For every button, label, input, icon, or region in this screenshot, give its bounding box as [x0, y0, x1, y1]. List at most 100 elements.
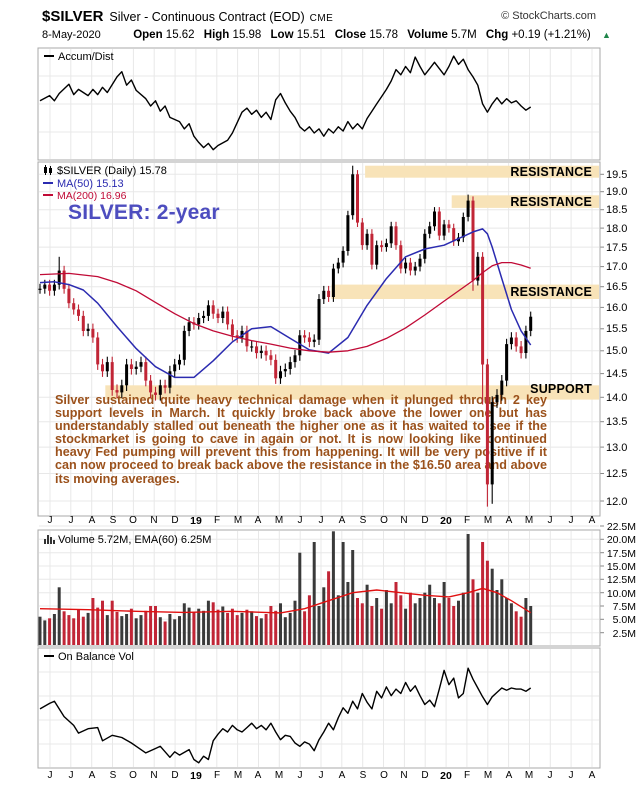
month-label: J [68, 515, 74, 526]
month-label: M [274, 515, 284, 526]
accum-dist-legend: Accum/Dist [44, 51, 114, 63]
exchange-label: CME [309, 13, 334, 24]
price-legend-main: $SILVER (Daily) 15.78 [43, 165, 167, 177]
chart-date: 8-May-2020 [42, 29, 101, 41]
month-label: D [171, 770, 179, 781]
month-label: J [547, 770, 553, 781]
volume-tick-label: 17.5M [606, 548, 636, 560]
month-label: A [254, 515, 262, 526]
month-label: S [109, 770, 117, 781]
month-label: S [359, 515, 367, 526]
month-label: 20 [440, 515, 452, 527]
volume-bars [38, 531, 533, 645]
month-label: J [318, 515, 324, 526]
month-label: M [483, 515, 493, 526]
price-tick-label: 16.5 [606, 281, 628, 293]
volume-ema-line [39, 587, 532, 614]
stockcharts-watermark: © StockCharts.com [501, 10, 596, 22]
price-tick-label: 15.5 [606, 323, 628, 335]
volume-tick-label: 15.0M [606, 561, 636, 573]
stat-open: Open 15.62 [133, 29, 195, 41]
month-label: N [150, 515, 158, 526]
ticker-description: Silver - Continuous Contract (EOD) [109, 10, 305, 24]
obv-legend: On Balance Vol [44, 651, 134, 663]
month-label: A [88, 515, 96, 526]
line-swatch-icon [44, 55, 54, 58]
price-tick-label: 19.0 [606, 186, 628, 198]
price-tick-label: 16.0 [606, 302, 628, 314]
resistance-label-1: RESISTANCE [510, 165, 592, 179]
support-label: SUPPORT [530, 382, 592, 396]
month-label: M [233, 515, 243, 526]
stat-change: Chg +0.19 (+1.21%) [485, 29, 591, 41]
chart-annotation-title: SILVER: 2-year [68, 201, 220, 224]
month-label: J [568, 515, 574, 526]
month-label: F [463, 770, 471, 781]
ma200-line [39, 261, 531, 353]
line-swatch-icon [43, 182, 53, 185]
month-label: O [380, 770, 388, 781]
month-label: M [524, 770, 534, 781]
month-label: J [297, 515, 303, 526]
month-label: M [483, 770, 493, 781]
stat-volume: Volume 5.7M [407, 29, 477, 41]
ticker-symbol: $SILVER [42, 8, 104, 25]
month-label: N [400, 770, 408, 781]
month-label: A [254, 770, 262, 781]
volume-tick-label: 20.0M [606, 534, 636, 546]
price-legend-ma200: MA(200) 16.96 [43, 190, 126, 202]
price-tick-label: 14.5 [606, 368, 628, 380]
month-label: A [338, 515, 346, 526]
month-label: J [47, 770, 53, 781]
month-label: A [505, 770, 513, 781]
month-label: D [171, 515, 179, 526]
price-tick-label: 13.0 [606, 442, 628, 454]
candlestick-icon [44, 165, 52, 175]
line-swatch-icon [44, 655, 54, 658]
price-tick-label: 18.0 [606, 223, 628, 235]
histogram-icon [44, 535, 55, 544]
month-label: 20 [440, 770, 452, 782]
month-label: F [463, 515, 471, 526]
resistance-label-3: RESISTANCE [510, 285, 592, 299]
month-label: A [505, 515, 513, 526]
price-tick-label: 15.0 [606, 345, 628, 357]
month-label: A [338, 770, 346, 781]
change-up-triangle-icon: ▲ [601, 30, 611, 40]
volume-tick-label: 7.5M [612, 601, 636, 613]
volume-tick-label: 12.5M [606, 574, 636, 586]
month-label: J [47, 515, 53, 526]
month-label: D [421, 770, 429, 781]
month-label: A [88, 770, 96, 781]
month-label: M [233, 770, 243, 781]
price-tick-label: 14.0 [606, 392, 628, 404]
month-label: J [568, 770, 574, 781]
month-label: A [588, 770, 596, 781]
month-label: 19 [190, 515, 202, 527]
obv-line [39, 667, 532, 764]
price-tick-label: 13.5 [606, 416, 628, 428]
month-label: S [359, 770, 367, 781]
volume-tick-label: 10.0M [606, 588, 636, 600]
month-label: J [68, 770, 74, 781]
month-label: M [274, 770, 284, 781]
price-tick-label: 19.5 [606, 169, 628, 181]
month-label: A [588, 515, 596, 526]
stat-low: Low 15.51 [270, 29, 326, 41]
month-label: N [150, 770, 158, 781]
month-label: F [213, 770, 221, 781]
month-label: 19 [190, 770, 202, 782]
price-tick-label: 17.0 [606, 261, 628, 273]
stat-close: Close 15.78 [334, 29, 399, 41]
accum-dist-line [39, 55, 532, 151]
ohlc-stats-row: 8-May-2020 Open 15.62 High 15.98 Low 15.… [42, 29, 611, 41]
resistance-label-2: RESISTANCE [510, 195, 592, 209]
stat-high: High 15.98 [203, 29, 262, 41]
price-tick-label: 12.5 [606, 468, 628, 480]
month-label: M [524, 515, 534, 526]
month-label: O [380, 515, 388, 526]
price-tick-label: 12.0 [606, 496, 628, 508]
month-label: O [129, 515, 137, 526]
